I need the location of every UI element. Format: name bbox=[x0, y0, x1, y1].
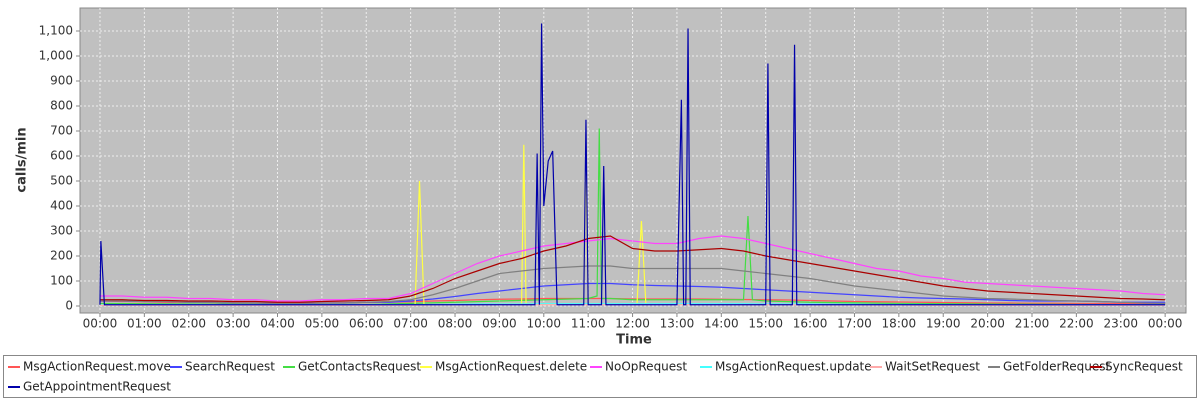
x-tick-label: 03:00 bbox=[216, 317, 251, 331]
x-tick-label: 01:00 bbox=[127, 317, 162, 331]
x-axis-label: Time bbox=[616, 333, 652, 348]
legend bbox=[3, 355, 1197, 398]
series-line bbox=[99, 265, 1166, 305]
x-tick-label: 18:00 bbox=[882, 317, 917, 331]
legend-label: GetContactsRequest bbox=[298, 360, 421, 374]
x-tick-label: 15:00 bbox=[748, 317, 783, 331]
series-line bbox=[99, 235, 1166, 302]
x-tick-label: 06:00 bbox=[349, 317, 384, 331]
series-line bbox=[99, 235, 1166, 303]
x-tick-label: 21:00 bbox=[1015, 317, 1050, 331]
x-tick-label: 20:00 bbox=[970, 317, 1005, 331]
x-tick-label: 12:00 bbox=[615, 317, 650, 331]
x-tick-label: 00:00 bbox=[83, 317, 118, 331]
x-tick-label: 09:00 bbox=[482, 317, 517, 331]
x-tick-label: 23:00 bbox=[1103, 317, 1138, 331]
legend-label: MsgActionRequest.delete bbox=[435, 360, 587, 374]
x-tick-label: 05:00 bbox=[305, 317, 340, 331]
x-tick-label: 02:00 bbox=[171, 317, 206, 331]
x-tick-label: 13:00 bbox=[660, 317, 695, 331]
y-tick-label: 300 bbox=[50, 224, 73, 238]
x-tick-label: 10:00 bbox=[526, 317, 561, 331]
series-line bbox=[99, 128, 1166, 306]
x-tick-label: 08:00 bbox=[438, 317, 473, 331]
y-tick-label: 700 bbox=[50, 124, 73, 138]
legend-label: GetAppointmentRequest bbox=[23, 380, 171, 394]
y-axis-label: calls/min bbox=[15, 127, 30, 192]
x-tick-label: 11:00 bbox=[571, 317, 606, 331]
legend-label: SearchRequest bbox=[185, 360, 275, 374]
legend-label: MsgActionRequest.move bbox=[23, 360, 171, 374]
x-tick-label: 22:00 bbox=[1059, 317, 1094, 331]
x-tick-label: 07:00 bbox=[393, 317, 428, 331]
series-line bbox=[99, 23, 1166, 306]
x-tick-label: 00:00 bbox=[1148, 317, 1183, 331]
y-tick-label: 400 bbox=[50, 199, 73, 213]
legend-label: SyncRequest bbox=[1105, 360, 1183, 374]
y-tick-label: 1,000 bbox=[39, 49, 73, 63]
y-tick-label: 800 bbox=[50, 99, 73, 113]
y-tick-label: 1,100 bbox=[39, 24, 73, 38]
x-tick-label: 17:00 bbox=[837, 317, 872, 331]
legend-label: GetFolderRequest bbox=[1003, 360, 1111, 374]
x-tick-label: 04:00 bbox=[260, 317, 295, 331]
legend-label: WaitSetRequest bbox=[885, 360, 980, 374]
y-tick-label: 500 bbox=[50, 174, 73, 188]
x-tick-label: 19:00 bbox=[926, 317, 961, 331]
x-tick-label: 16:00 bbox=[793, 317, 828, 331]
y-tick-label: 100 bbox=[50, 274, 73, 288]
x-tick-label: 14:00 bbox=[704, 317, 739, 331]
legend-label: NoOpRequest bbox=[605, 360, 687, 374]
legend-label: MsgActionRequest.update bbox=[715, 360, 872, 374]
y-tick-label: 200 bbox=[50, 249, 73, 263]
y-tick-label: 600 bbox=[50, 149, 73, 163]
y-tick-label: 0 bbox=[65, 299, 73, 313]
y-tick-label: 900 bbox=[50, 74, 73, 88]
